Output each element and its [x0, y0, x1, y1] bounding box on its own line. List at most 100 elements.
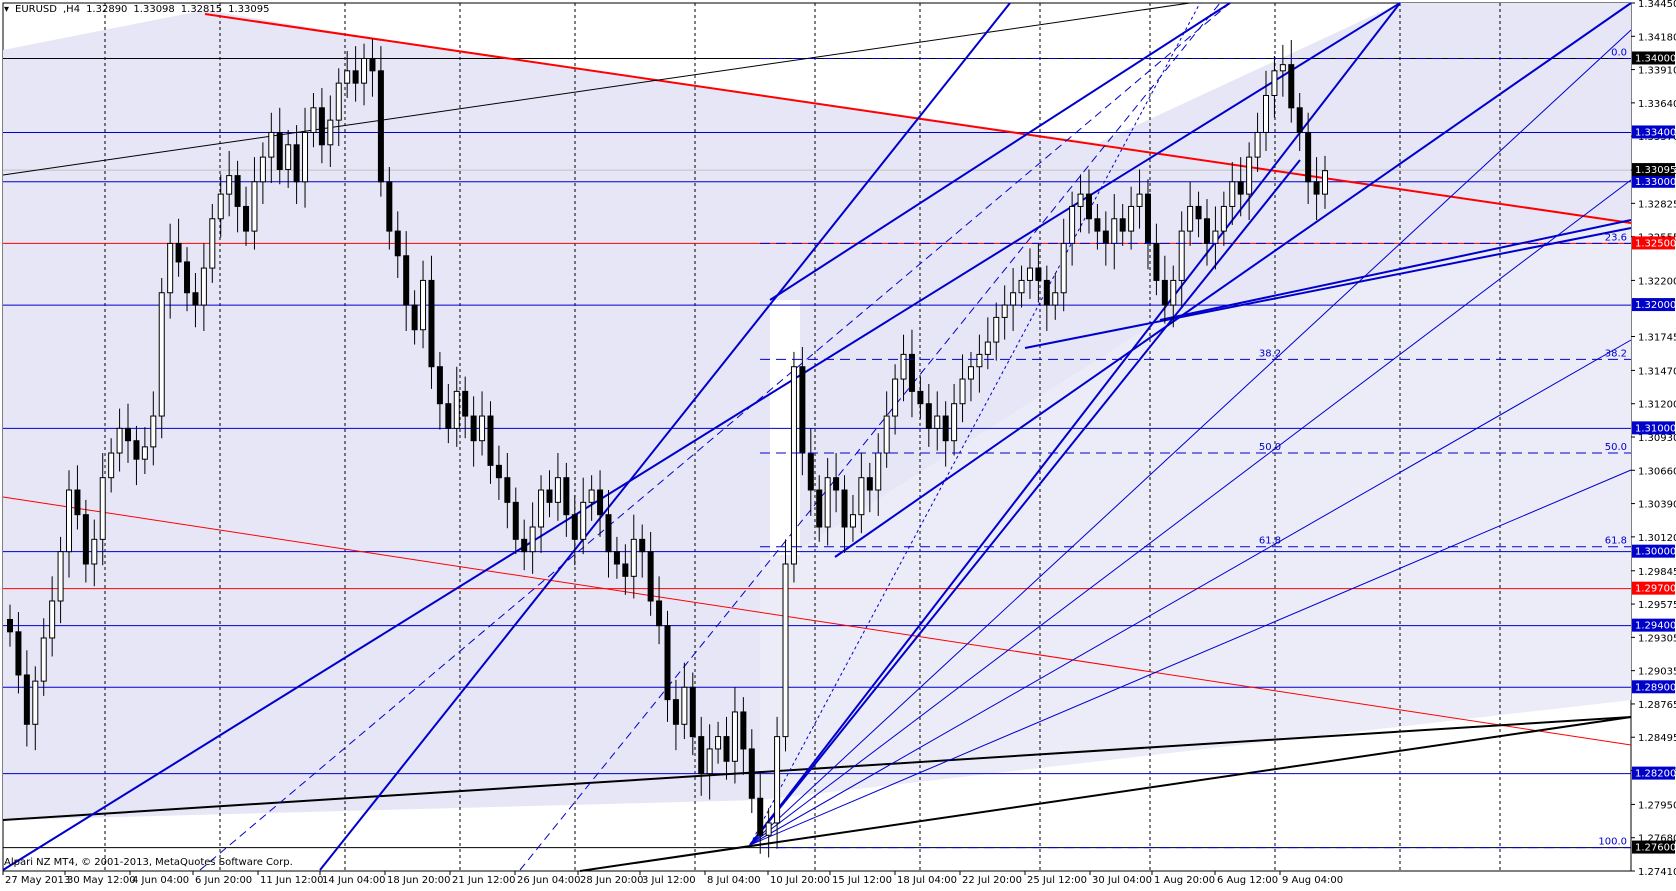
y-tick-label-12: 1.30930	[1638, 433, 1676, 444]
bar-body-115	[976, 353, 983, 368]
bar-body-38	[327, 119, 334, 146]
bar-body-107	[908, 353, 915, 392]
bar-body-150	[1271, 70, 1278, 96]
bar-body-15	[133, 440, 140, 460]
trend-line-8	[749, 2, 1401, 846]
bar-body-40	[344, 70, 351, 84]
bar-body-105	[892, 378, 899, 417]
trend-line-14	[749, 179, 1632, 846]
bar-body-143	[1212, 230, 1219, 244]
bar-body-156	[1322, 170, 1328, 195]
level-tag-1: 1.33400	[1635, 127, 1676, 138]
bar-body-91	[774, 736, 781, 824]
bar-body-58	[495, 464, 502, 479]
level-tag-2: 1.33000	[1635, 177, 1676, 188]
trend-line-16	[199, 2, 1231, 871]
bar-body-92	[782, 563, 789, 738]
y-tick-label-0: 1.34450	[1638, 0, 1676, 10]
level-tag-11: 1.27600	[1635, 843, 1676, 854]
bar-body-100	[849, 514, 856, 528]
bar-body-132	[1119, 218, 1126, 232]
y-tick-label-15: 1.30120	[1638, 533, 1676, 544]
trend-line-2	[2, 2, 1191, 176]
symbol-info-bar: ▾ EURUSD ,H4 1.32890 1.33098 1.32815 1.33095	[4, 4, 270, 15]
bar-body-152	[1288, 64, 1295, 109]
bar-body-67	[571, 514, 578, 540]
bar-body-41	[352, 70, 359, 84]
ohlc-high: 1.33098	[133, 4, 175, 15]
bar-body-101	[858, 477, 865, 516]
trend-lines	[2, 2, 1632, 872]
trend-line-3	[2, 716, 1632, 821]
bar-body-94	[799, 366, 806, 454]
level-tag-6: 1.30000	[1635, 547, 1676, 558]
bar-body-111	[942, 415, 949, 442]
bar-body-95	[807, 452, 814, 491]
bar-body-137	[1161, 279, 1168, 306]
bar-body-77	[656, 600, 663, 627]
trend-line-7	[769, 2, 1231, 301]
level-tag-bg-1	[1632, 125, 1675, 139]
fib-label-right-4: 61.8	[1605, 536, 1627, 547]
bar-body-4	[40, 637, 47, 682]
bar-body-32	[276, 131, 283, 170]
level-tag-4: 1.32000	[1635, 300, 1676, 311]
bar-body-136	[1153, 242, 1160, 281]
bar-body-123	[1043, 279, 1050, 306]
fib-label-mid-4: 61.8	[1259, 536, 1281, 547]
trend-line-1	[2, 496, 1632, 746]
bar-body-66	[563, 477, 570, 516]
bar-body-0	[7, 618, 13, 633]
bar-body-72	[613, 551, 620, 565]
level-tag-8: 1.29400	[1635, 621, 1676, 632]
y-tick-label-9: 1.31745	[1638, 333, 1676, 344]
price-bars	[7, 38, 1328, 858]
bar-body-65	[554, 477, 561, 503]
y-tick-label-8: 1.32200	[1638, 276, 1676, 287]
bar-body-97	[824, 477, 831, 528]
level-tag-bg-10	[1632, 766, 1675, 780]
trend-line-15	[749, 29, 1632, 846]
bar-body-88	[748, 748, 755, 799]
bar-body-148	[1254, 131, 1261, 158]
bar-body-83	[706, 748, 713, 775]
x-tick-label-5: 14 Jun 04:00	[322, 875, 386, 886]
bar-body-138	[1170, 279, 1177, 306]
level-tag-bg-7	[1632, 581, 1675, 595]
bar-body-112	[951, 403, 958, 442]
vertical-gridlines	[104, 3, 1501, 871]
bar-body-52	[445, 403, 452, 429]
trend-line-9	[749, 159, 1301, 846]
level-tag-7: 1.29700	[1635, 584, 1676, 595]
bar-body-2	[23, 674, 30, 725]
bar-body-73	[622, 563, 629, 577]
bar-body-48	[411, 304, 418, 331]
bar-body-27	[234, 175, 241, 207]
bar-body-79	[672, 699, 679, 725]
bar-body-51	[436, 366, 443, 405]
bar-body-78	[664, 625, 671, 701]
shade-upper-channel	[760, 3, 1631, 555]
current-price-tag: 1.33095	[1635, 165, 1676, 176]
bar-body-11	[99, 477, 106, 540]
x-tick-label-18: 1 Aug 20:00	[1154, 875, 1215, 886]
bar-body-17	[150, 415, 157, 448]
bar-body-37	[318, 107, 325, 146]
bar-body-142	[1203, 218, 1210, 244]
level-tag-bg-6	[1632, 544, 1675, 558]
bar-body-60	[512, 501, 519, 540]
bar-body-45	[386, 181, 393, 232]
x-tick-label-20: 9 Aug 04:00	[1282, 875, 1343, 886]
bar-body-139	[1178, 230, 1185, 281]
bar-body-102	[866, 477, 873, 491]
dropdown-triangle-icon[interactable]: ▾	[4, 4, 10, 15]
bar-body-135	[1144, 193, 1151, 244]
bar-body-140	[1187, 205, 1194, 232]
bar-body-153	[1296, 107, 1303, 133]
bar-body-12	[108, 452, 115, 479]
bar-body-103	[875, 452, 882, 491]
bar-body-130	[1102, 230, 1109, 244]
bar-body-74	[630, 538, 637, 577]
